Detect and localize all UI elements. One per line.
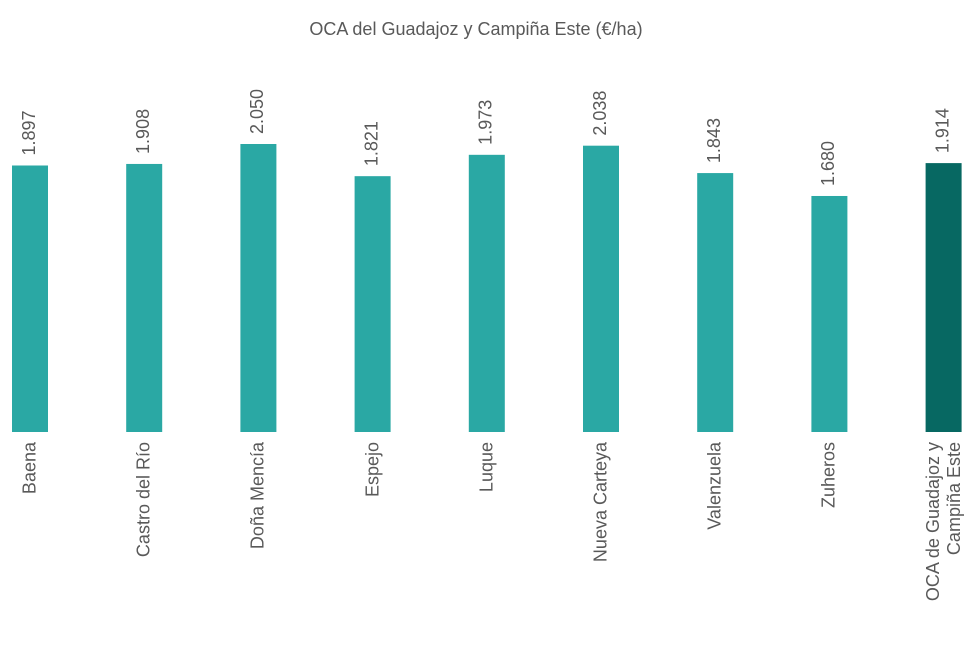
bar (697, 173, 734, 432)
bar (811, 195, 848, 432)
value-label: 1.914 (932, 108, 952, 153)
value-label: 1.973 (476, 100, 496, 145)
value-label: 1.680 (818, 141, 838, 186)
x-tick-label: Baena (19, 442, 40, 495)
x-tick-label: Castro del Río (133, 442, 154, 558)
value-label: 1.897 (19, 110, 39, 155)
x-tick-label: Zuheros (818, 442, 839, 509)
value-label: 1.821 (361, 121, 381, 166)
value-label: 1.908 (133, 109, 153, 154)
x-tick-label: Nueva Carteya (590, 442, 611, 563)
bar (126, 163, 163, 432)
chart-title: OCA del Guadajoz y Campiña Este (€/ha) (309, 19, 642, 39)
bar (240, 144, 277, 432)
x-tick-label: Doña Mencía (247, 442, 268, 550)
bar (583, 145, 619, 432)
value-label: 2.050 (247, 89, 267, 134)
x-tick-label: Valenzuela (704, 442, 725, 530)
bar (12, 165, 48, 432)
value-label: 2.038 (590, 91, 610, 136)
bar (468, 154, 505, 432)
x-tick-label: Espejo (362, 442, 383, 498)
bar (354, 176, 391, 432)
x-tick-label: Luque (476, 442, 497, 493)
value-label: 1.843 (704, 118, 724, 163)
bar (925, 163, 962, 433)
x-tick-label: OCA de Guadajoz y Campiña Este (922, 442, 964, 602)
